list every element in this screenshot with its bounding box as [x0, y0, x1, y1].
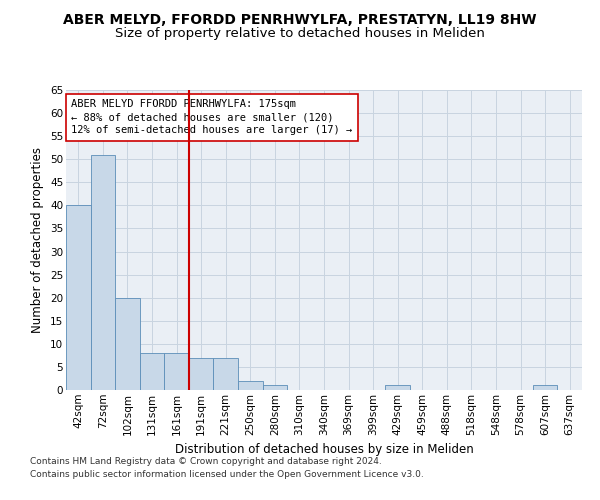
Bar — [91, 154, 115, 390]
Y-axis label: Number of detached properties: Number of detached properties — [31, 147, 44, 333]
Text: Size of property relative to detached houses in Meliden: Size of property relative to detached ho… — [115, 28, 485, 40]
Text: ABER MELYD FFORDD PENRHWYLFA: 175sqm
← 88% of detached houses are smaller (120)
: ABER MELYD FFORDD PENRHWYLFA: 175sqm ← 8… — [71, 99, 352, 136]
Bar — [115, 298, 140, 390]
Bar — [66, 206, 91, 390]
Bar — [533, 386, 557, 390]
X-axis label: Distribution of detached houses by size in Meliden: Distribution of detached houses by size … — [175, 443, 473, 456]
Bar — [385, 386, 410, 390]
Bar — [214, 358, 238, 390]
Text: ABER MELYD, FFORDD PENRHWYLFA, PRESTATYN, LL19 8HW: ABER MELYD, FFORDD PENRHWYLFA, PRESTATYN… — [63, 12, 537, 26]
Bar — [263, 386, 287, 390]
Text: Contains public sector information licensed under the Open Government Licence v3: Contains public sector information licen… — [30, 470, 424, 479]
Text: Contains HM Land Registry data © Crown copyright and database right 2024.: Contains HM Land Registry data © Crown c… — [30, 458, 382, 466]
Bar — [238, 381, 263, 390]
Bar — [164, 353, 189, 390]
Bar — [189, 358, 214, 390]
Bar — [140, 353, 164, 390]
